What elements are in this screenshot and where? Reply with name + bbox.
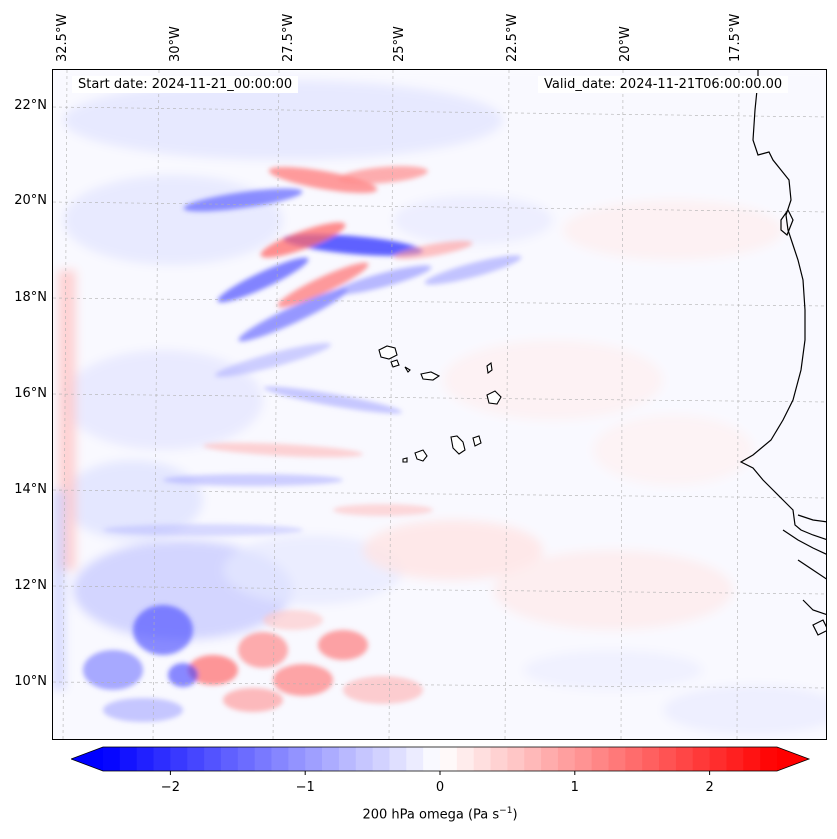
colorbar-segment: [372, 747, 391, 771]
lat-label-12n: 12°N: [14, 578, 47, 593]
colorbar-segment: [557, 747, 576, 771]
colorbar-segment: [338, 747, 357, 771]
colorbar-tick-label: 2: [705, 780, 714, 795]
colorbar-segment: [153, 747, 171, 771]
lat-label-16n: 16°N: [14, 386, 47, 401]
colorbar-segment: [423, 747, 441, 771]
colorbar-extend-max: [777, 747, 809, 771]
colorbar-segment: [524, 747, 542, 771]
colorbar-label: 200 hPa omega (Pa s−1): [362, 806, 518, 823]
colorbar-segment: [574, 747, 593, 771]
colorbar-segment: [608, 747, 626, 771]
lat-label-18n: 18°N: [14, 290, 47, 305]
colorbar-segment: [187, 747, 205, 771]
colorbar-segment: [490, 747, 508, 771]
lon-label-20w: 20°W: [618, 26, 633, 62]
lat-label-10n: 10°N: [14, 674, 47, 689]
colorbar-outline: [71, 746, 811, 772]
colorbar-segment: [692, 747, 711, 771]
lat-label-20n: 20°N: [14, 193, 47, 208]
start-date-label: Start date: 2024-11-21_00:00:00: [72, 76, 299, 93]
colorbar-segment: [743, 747, 761, 771]
colorbar-segment: [675, 747, 694, 771]
omega-streaks: [83, 166, 522, 722]
colorbar-segment: [389, 747, 407, 771]
colorbar-segment: [659, 747, 677, 771]
colorbar-segment: [726, 747, 744, 771]
lon-label-17-5w: 17.5°W: [728, 13, 743, 62]
colorbar-segment: [271, 747, 289, 771]
colorbar-segment: [456, 747, 475, 771]
colorbar-segment: [473, 747, 492, 771]
lon-label-25w: 25°W: [392, 26, 407, 62]
lon-label-30w: 30°W: [168, 26, 183, 62]
colorbar-segment: [136, 747, 155, 771]
colorbar-segment: [237, 747, 256, 771]
colorbar-tick-label: 0: [435, 780, 445, 795]
colorbar-segment: [103, 747, 121, 771]
lon-label-22-5w: 22.5°W: [505, 13, 520, 62]
colorbar-segment: [507, 747, 525, 771]
coastline: [739, 70, 826, 636]
colorbar-segment: [625, 747, 643, 771]
colorbar-tick-label: −2: [160, 780, 180, 795]
colorbar: [71, 746, 811, 775]
colorbar-segment: [355, 747, 374, 771]
colorbar-segment: [440, 747, 458, 771]
colorbar-segment: [170, 747, 188, 771]
gridlines: [53, 70, 826, 739]
colorbar-segment: [305, 747, 323, 771]
omega-field-map: [53, 70, 826, 739]
colorbar-segment: [322, 747, 340, 771]
colorbar-segment: [709, 747, 728, 771]
colorbar-tick-label: −1: [295, 780, 315, 795]
valid-date-label: Valid_date: 2024-11-21T06:00:00.00: [538, 76, 789, 93]
lat-label-22n: 22°N: [14, 98, 47, 113]
colorbar-segment: [591, 747, 610, 771]
colorbar-segment: [760, 747, 778, 771]
colorbar-tick-label: 1: [570, 780, 579, 795]
colorbar-segment: [119, 747, 138, 771]
colorbar-segment: [541, 747, 559, 771]
colorbar-extend-min: [71, 747, 103, 771]
colorbar-segment: [288, 747, 306, 771]
colorbar-segment: [642, 747, 660, 771]
lon-label-27-5w: 27.5°W: [281, 13, 296, 62]
map-panel: [52, 69, 827, 740]
colorbar-segment: [204, 747, 222, 771]
islands: [378, 345, 502, 463]
lon-label-32-5w: 32.5°W: [55, 13, 70, 62]
lat-label-14n: 14°N: [14, 482, 47, 497]
colorbar-segment: [406, 747, 424, 771]
colorbar-segment: [220, 747, 239, 771]
colorbar-segment: [254, 747, 273, 771]
